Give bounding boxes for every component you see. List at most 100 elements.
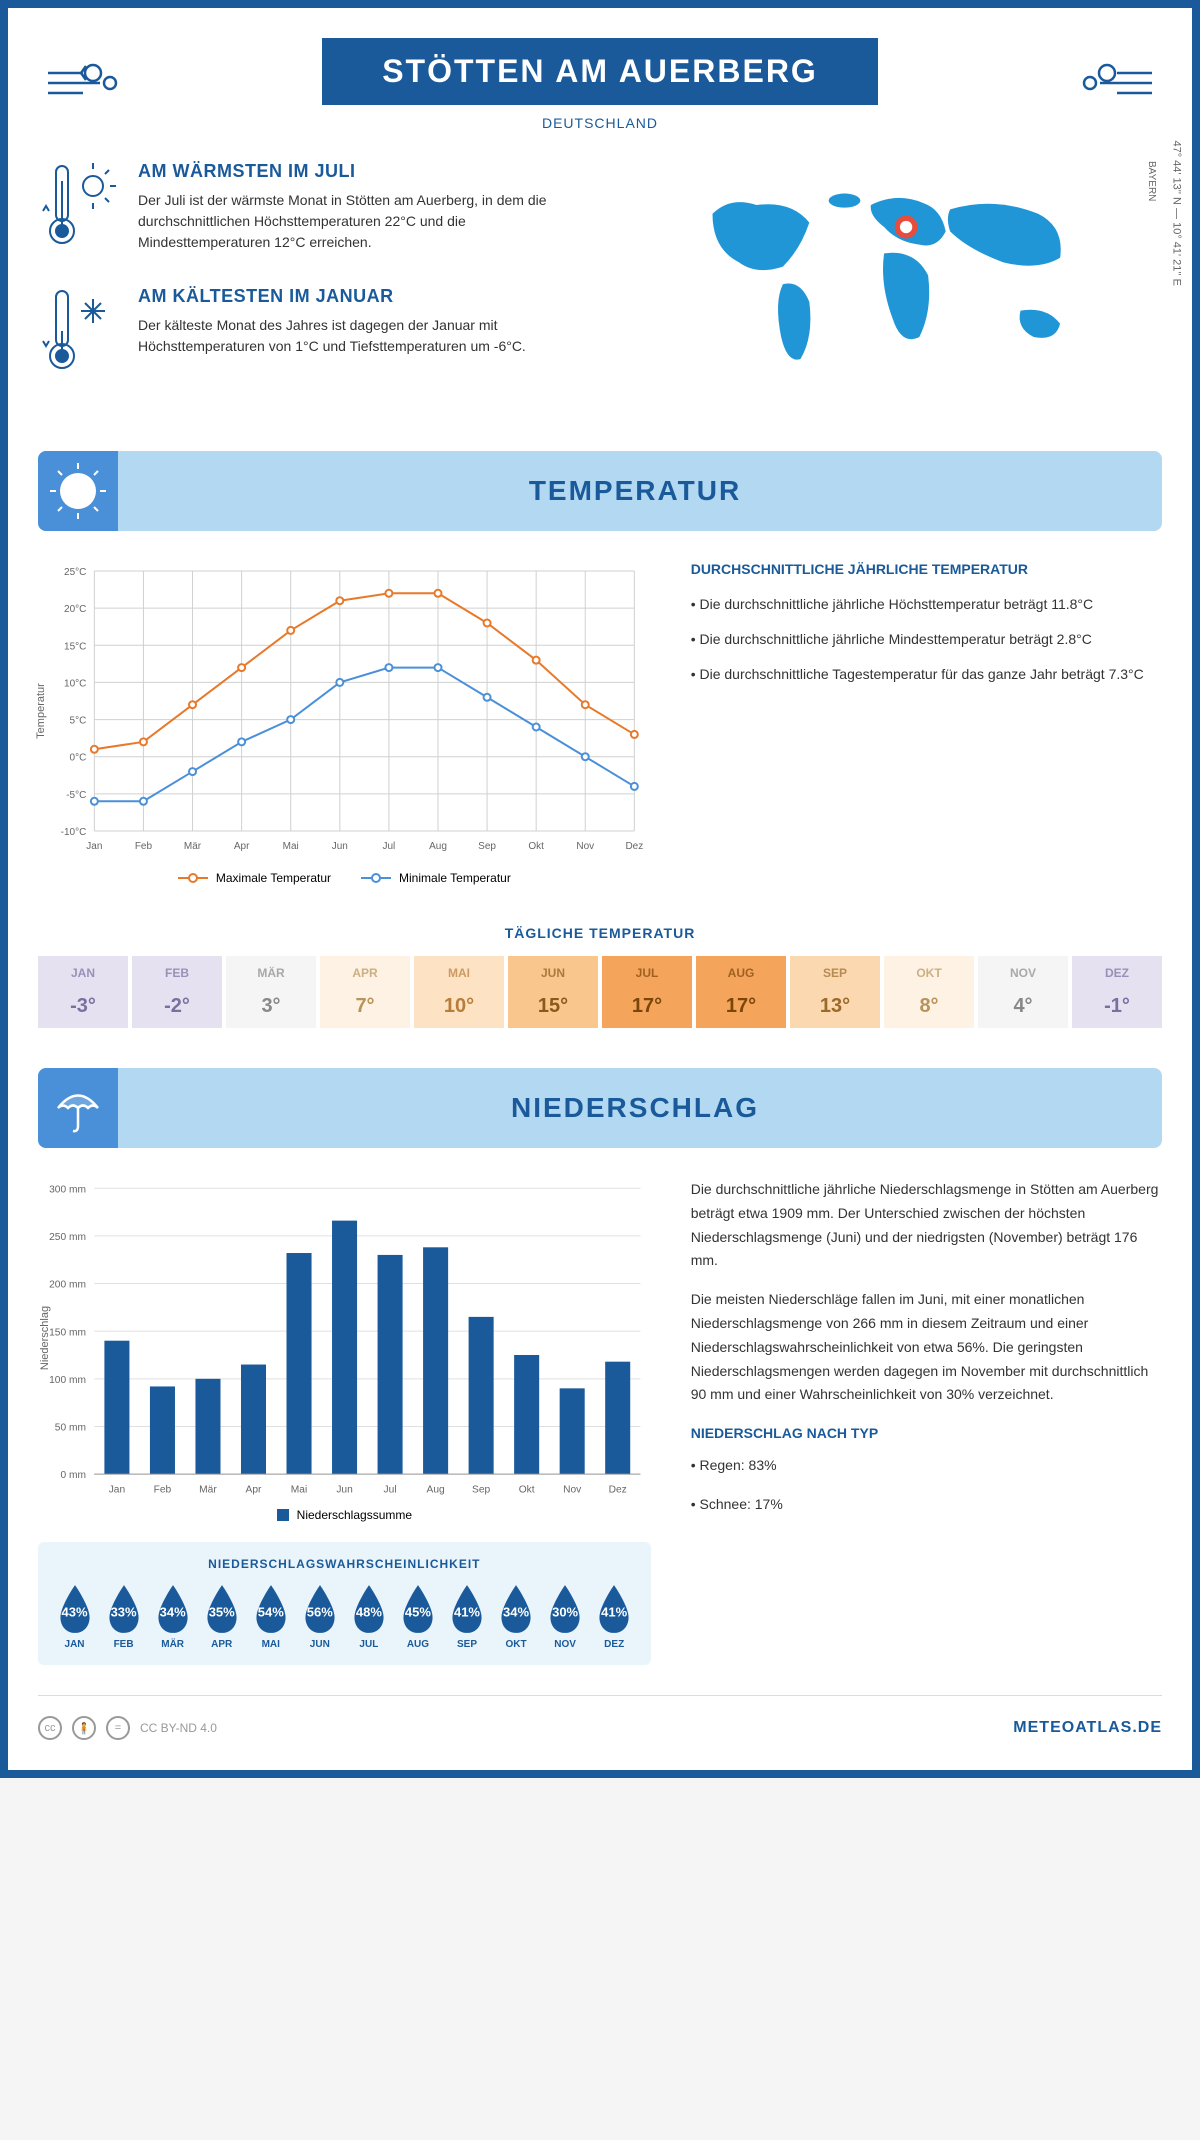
- svg-text:Sep: Sep: [478, 841, 496, 852]
- svg-text:Mär: Mär: [199, 1485, 217, 1496]
- brand: METEOATLAS.DE: [1013, 1719, 1162, 1737]
- probability-drop: 41%SEP: [445, 1583, 488, 1650]
- section-header-precipitation: NIEDERSCHLAG: [38, 1068, 1162, 1148]
- svg-text:250 mm: 250 mm: [49, 1232, 86, 1243]
- section-header-temperature: TEMPERATUR: [38, 451, 1162, 531]
- fact-cold-title: AM KÄLTESTEN IM JANUAR: [138, 286, 585, 307]
- svg-text:Dez: Dez: [625, 841, 643, 852]
- svg-text:25°C: 25°C: [64, 567, 86, 578]
- fact-cold-text: Der kälteste Monat des Jahres ist dagege…: [138, 315, 585, 357]
- svg-text:Jan: Jan: [109, 1485, 126, 1496]
- svg-text:Jan: Jan: [86, 841, 102, 852]
- svg-text:50 mm: 50 mm: [55, 1423, 86, 1434]
- svg-text:Jul: Jul: [384, 1485, 397, 1496]
- temp-cell: JUL17°: [602, 956, 692, 1028]
- region-label: BAYERN: [1146, 161, 1157, 201]
- probability-drop: 34%MÄR: [151, 1583, 194, 1650]
- fact-warm-title: AM WÄRMSTEN IM JULI: [138, 161, 585, 182]
- temp-cell: AUG17°: [696, 956, 786, 1028]
- fact-warmest: AM WÄRMSTEN IM JULI Der Juli ist der wär…: [38, 161, 585, 256]
- temp-cell: OKT8°: [884, 956, 974, 1028]
- by-icon: 🧍: [72, 1716, 96, 1740]
- world-map: [615, 161, 1162, 381]
- daily-temp-table: JAN-3°FEB-2°MÄR3°APR7°MAI10°JUN15°JUL17°…: [38, 956, 1162, 1028]
- svg-text:Dez: Dez: [609, 1485, 627, 1496]
- temp-cell: NOV4°: [978, 956, 1068, 1028]
- fact-coldest: AM KÄLTESTEN IM JANUAR Der kälteste Mona…: [38, 286, 585, 381]
- precipitation-probability: NIEDERSCHLAGSWAHRSCHEINLICHKEIT 43%JAN33…: [38, 1542, 651, 1665]
- svg-text:10°C: 10°C: [64, 678, 86, 689]
- svg-text:Feb: Feb: [135, 841, 153, 852]
- probability-drop: 45%AUG: [396, 1583, 439, 1650]
- temp-cell: SEP13°: [790, 956, 880, 1028]
- sun-icon: [38, 451, 118, 531]
- svg-text:Okt: Okt: [519, 1485, 535, 1496]
- legend-precip: Niederschlagssumme: [277, 1508, 412, 1522]
- header: STÖTTEN AM AUERBERG DEUTSCHLAND: [38, 38, 1162, 131]
- svg-text:-5°C: -5°C: [66, 790, 86, 801]
- svg-text:15°C: 15°C: [64, 641, 86, 652]
- cc-icon: cc: [38, 1716, 62, 1740]
- license: cc 🧍 = CC BY-ND 4.0: [38, 1716, 217, 1740]
- svg-text:Okt: Okt: [528, 841, 544, 852]
- probability-drop: 34%OKT: [495, 1583, 538, 1650]
- temp-cell: JUN15°: [508, 956, 598, 1028]
- svg-text:100 mm: 100 mm: [49, 1375, 86, 1386]
- svg-text:150 mm: 150 mm: [49, 1327, 86, 1338]
- svg-text:200 mm: 200 mm: [49, 1280, 86, 1291]
- coordinates: 47° 44' 13'' N — 10° 41' 21'' E: [1171, 140, 1183, 286]
- probability-drop: 43%JAN: [53, 1583, 96, 1650]
- svg-text:-10°C: -10°C: [61, 827, 87, 838]
- temp-description: DURCHSCHNITTLICHE JÄHRLICHE TEMPERATUR •…: [691, 561, 1162, 885]
- svg-text:Aug: Aug: [429, 841, 447, 852]
- probability-drop: 41%DEZ: [593, 1583, 636, 1650]
- nd-icon: =: [106, 1716, 130, 1740]
- svg-text:Jun: Jun: [332, 841, 348, 852]
- svg-text:Mär: Mär: [184, 841, 202, 852]
- probability-drop: 35%APR: [200, 1583, 243, 1650]
- temp-cell: JAN-3°: [38, 956, 128, 1028]
- temp-ylabel: Temperatur: [35, 683, 47, 739]
- temp-cell: MAI10°: [414, 956, 504, 1028]
- probability-drop: 48%JUL: [347, 1583, 390, 1650]
- svg-text:5°C: 5°C: [70, 716, 87, 727]
- svg-text:Mai: Mai: [283, 841, 299, 852]
- precip-ylabel: Niederschlag: [39, 1306, 51, 1370]
- temperature-line-chart: Temperatur -10°C -5°C 0°C 5°C 10°C 15°C 20°C 25…: [38, 561, 651, 885]
- probability-drop: 33%FEB: [102, 1583, 145, 1650]
- section-title-precip: NIEDERSCHLAG: [138, 1092, 1132, 1124]
- svg-text:0 mm: 0 mm: [60, 1470, 86, 1481]
- thermometer-snow-icon: [38, 286, 118, 381]
- legend-max: Maximale Temperatur: [178, 871, 331, 885]
- temp-cell: APR7°: [320, 956, 410, 1028]
- daily-temp-title: TÄGLICHE TEMPERATUR: [38, 925, 1162, 941]
- svg-text:20°C: 20°C: [64, 604, 86, 615]
- probability-drop: 56%JUN: [298, 1583, 341, 1650]
- fact-warm-text: Der Juli ist der wärmste Monat in Stötte…: [138, 190, 585, 253]
- precipitation-bar-chart: Niederschlag 0 mm 50 mm 100 mm 150 mm 200 mm…: [38, 1178, 651, 1498]
- section-title-temp: TEMPERATUR: [138, 475, 1132, 507]
- svg-text:Mai: Mai: [291, 1485, 307, 1496]
- svg-text:Nov: Nov: [563, 1485, 582, 1496]
- svg-text:Apr: Apr: [246, 1485, 262, 1496]
- temp-cell: DEZ-1°: [1072, 956, 1162, 1028]
- temp-cell: FEB-2°: [132, 956, 222, 1028]
- svg-text:Jun: Jun: [336, 1485, 353, 1496]
- svg-text:0°C: 0°C: [70, 753, 87, 764]
- svg-text:Jul: Jul: [382, 841, 395, 852]
- wind-icon: [38, 48, 138, 118]
- probability-drop: 54%MAI: [249, 1583, 292, 1650]
- legend-min: Minimale Temperatur: [361, 871, 511, 885]
- svg-text:Sep: Sep: [472, 1485, 490, 1496]
- wind-icon: [1062, 48, 1162, 118]
- precip-description: Die durchschnittliche jährliche Niedersc…: [691, 1178, 1162, 1665]
- svg-text:Feb: Feb: [154, 1485, 172, 1496]
- svg-text:Nov: Nov: [576, 841, 594, 852]
- page-subtitle: DEUTSCHLAND: [38, 115, 1162, 131]
- temp-cell: MÄR3°: [226, 956, 316, 1028]
- umbrella-icon: [38, 1068, 118, 1148]
- probability-drop: 30%NOV: [544, 1583, 587, 1650]
- thermometer-sun-icon: [38, 161, 118, 256]
- footer: cc 🧍 = CC BY-ND 4.0 METEOATLAS.DE: [38, 1695, 1162, 1740]
- overview: AM WÄRMSTEN IM JULI Der Juli ist der wär…: [38, 161, 1162, 411]
